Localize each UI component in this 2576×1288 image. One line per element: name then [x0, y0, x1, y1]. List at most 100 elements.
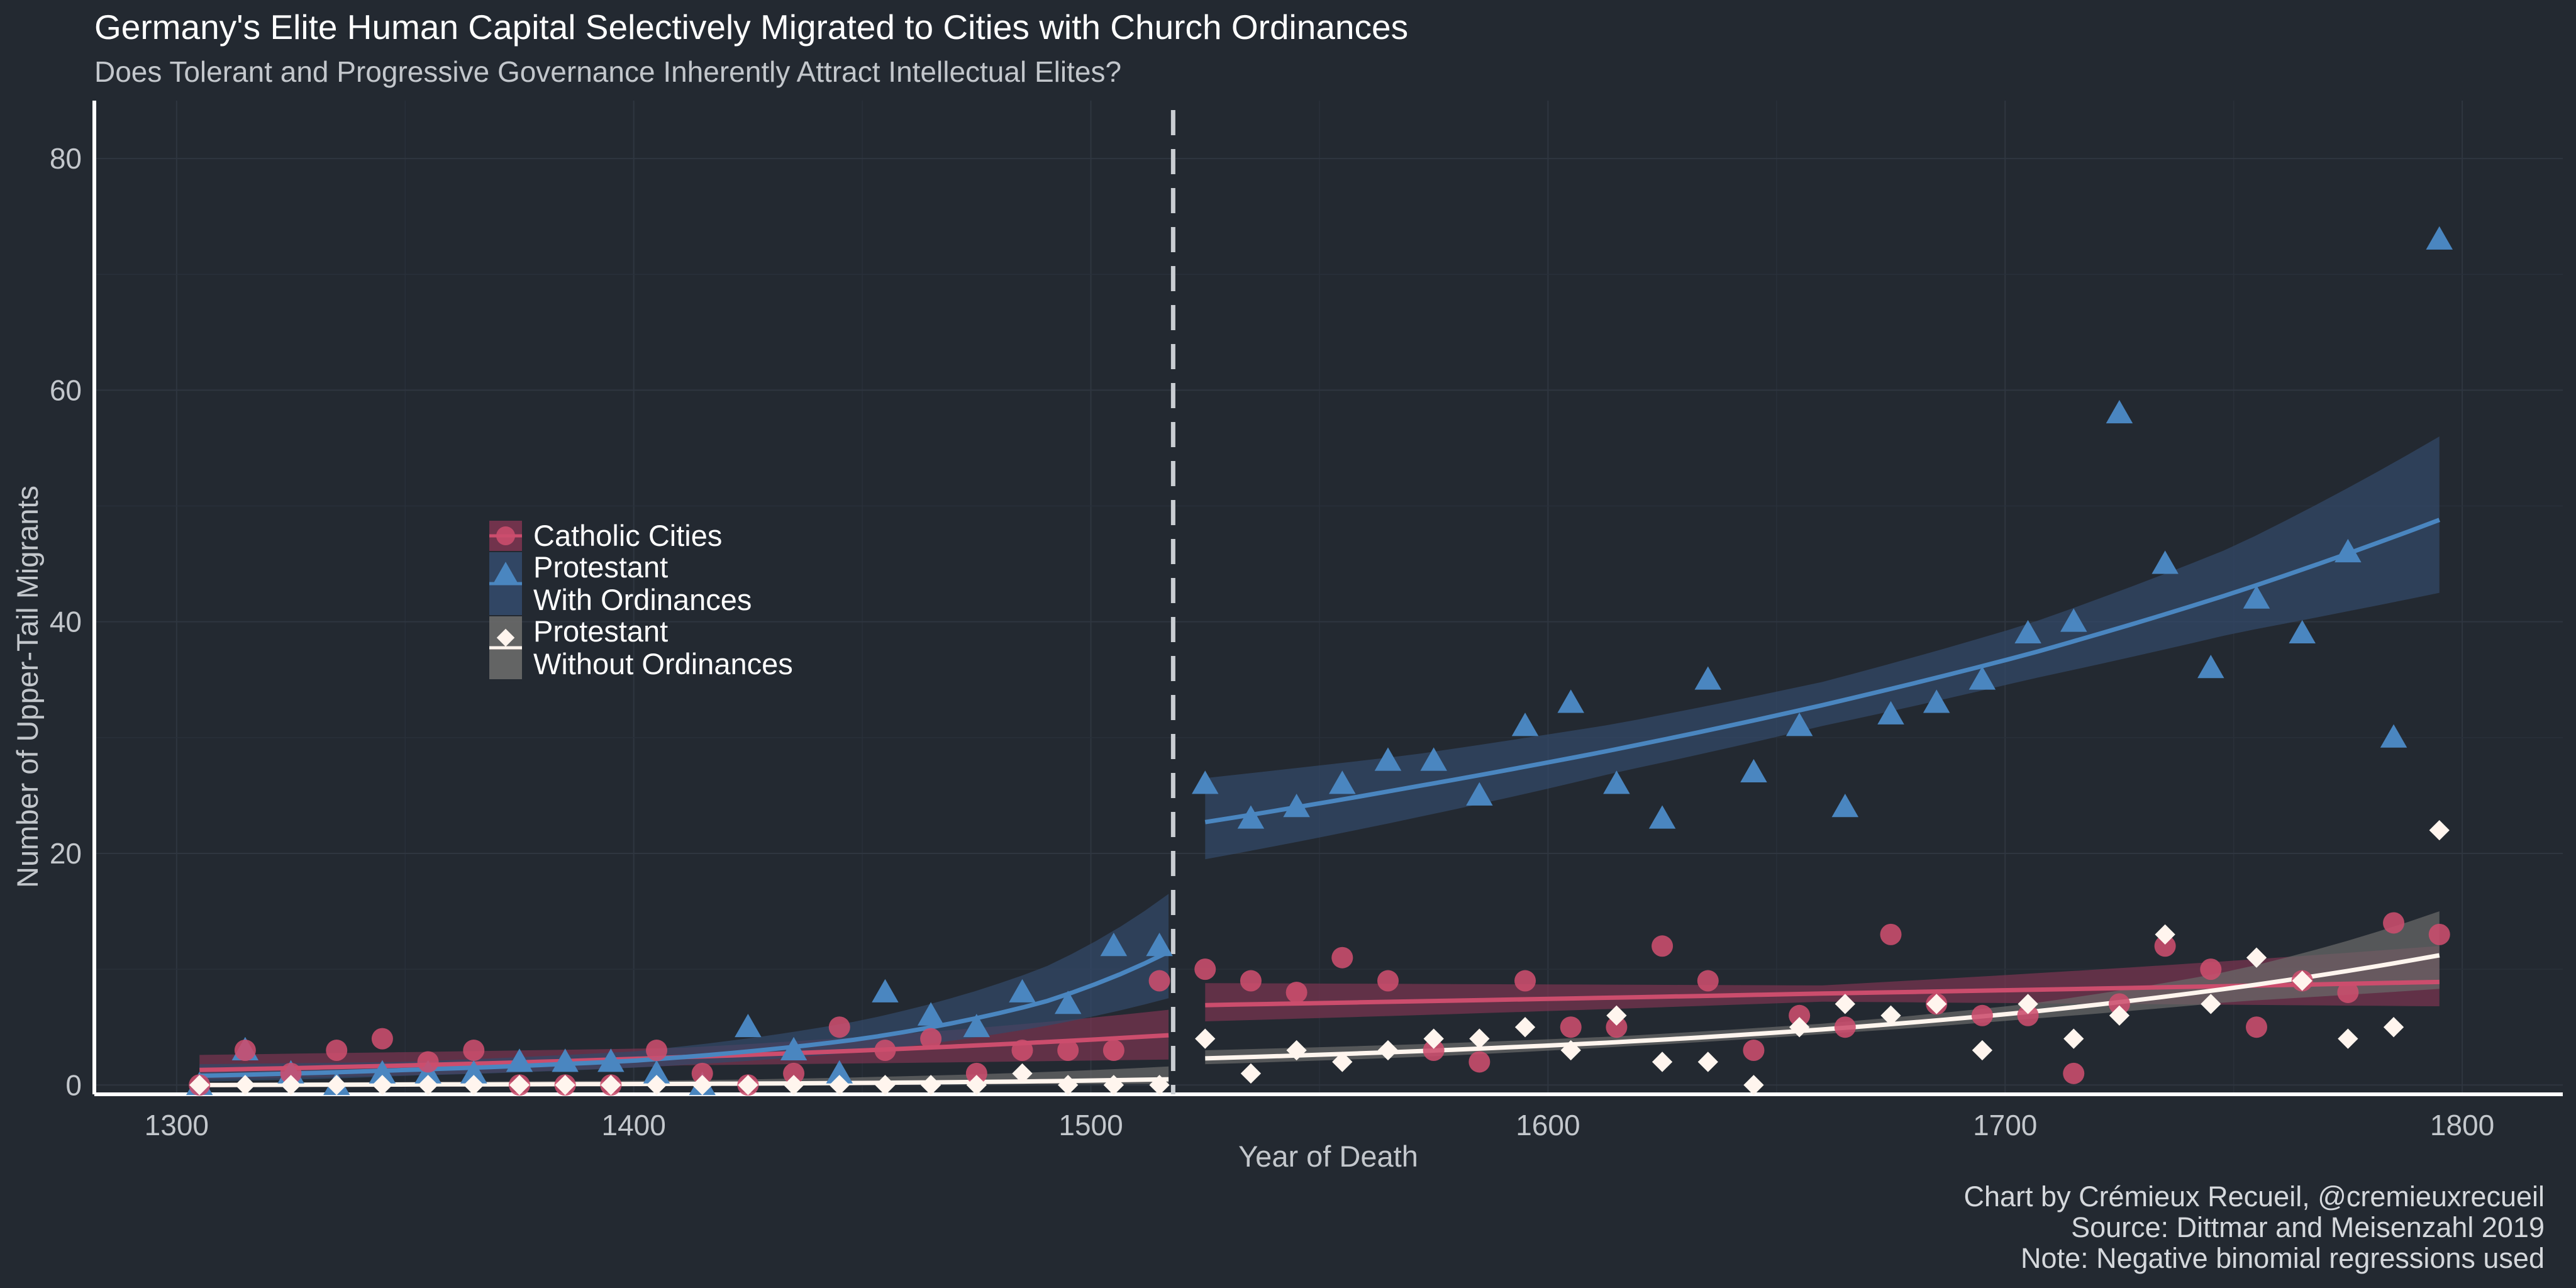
series-2-point-diamond	[2063, 1028, 2084, 1049]
series-0-point-circle	[2200, 958, 2222, 980]
series-0-point-circle	[2017, 1004, 2039, 1026]
series-0-point-circle	[1789, 1004, 1811, 1026]
series-0-point-circle	[2246, 1016, 2268, 1038]
series-2-point-diamond	[555, 1075, 575, 1096]
y-tick-label: 40	[50, 606, 82, 638]
series-2-point-diamond	[2246, 947, 2267, 968]
y-tick-label: 20	[50, 837, 82, 870]
series-0-point-circle	[646, 1040, 668, 1062]
series-2-point-diamond	[509, 1075, 530, 1096]
series-1-point-triangle	[1557, 689, 1584, 713]
series-0-point-circle	[234, 1040, 256, 1062]
series-1-point-triangle	[1009, 979, 1036, 1002]
series-1-point-triangle	[780, 1036, 808, 1060]
series-0-point-circle	[280, 1062, 302, 1084]
series-2-point-diamond	[601, 1075, 621, 1096]
x-tick-label: 1700	[1973, 1109, 2037, 1141]
series-2-point-diamond	[1972, 1040, 1993, 1061]
series-1-point-triangle	[826, 1060, 853, 1084]
series-2-point-diamond	[783, 1075, 804, 1096]
series-0-point-circle	[1240, 970, 1262, 992]
series-2-point-diamond	[2292, 970, 2312, 991]
legend-label: Protestant	[533, 550, 668, 584]
series-2-point-diamond	[2338, 1028, 2358, 1049]
series-1-point-triangle	[643, 1060, 670, 1084]
series-1-point-triangle	[2426, 226, 2453, 250]
series-0-point-circle	[783, 1062, 805, 1084]
legend-key-marker	[496, 628, 515, 647]
series-2-point-diamond	[326, 1075, 347, 1096]
series-0-point-circle	[828, 1016, 850, 1038]
series-0-point-circle	[1011, 1040, 1033, 1062]
series-2-post-fit-line	[1205, 953, 2440, 1061]
series-2-point-diamond	[189, 1075, 210, 1096]
caption-source: Source: Dittmar and Meisenzahl 2019	[2071, 1211, 2545, 1243]
series-1-point-triangle	[2334, 538, 2362, 563]
series-0-point-circle	[1606, 1016, 1628, 1038]
legend-key-marker	[494, 562, 518, 583]
series-2-point-diamond	[280, 1075, 301, 1096]
series-1-point-triangle	[369, 1060, 396, 1084]
series-1-point-triangle	[1466, 782, 1493, 806]
series-2-point-diamond	[1377, 1040, 1399, 1061]
series-0-point-circle	[1423, 1040, 1445, 1062]
series-2-point-diamond	[738, 1075, 758, 1096]
series-0-point-circle	[1331, 947, 1353, 969]
series-1-point-triangle	[963, 1013, 991, 1038]
x-axis-title: Year of Death	[1238, 1140, 1418, 1173]
x-tick-label: 1400	[602, 1109, 666, 1141]
series-1-point-triangle	[2380, 724, 2407, 748]
y-axis-title: Number of Upper-Tail Migrants	[11, 486, 44, 888]
series-0-point-circle	[2337, 981, 2359, 1003]
caption-note: Note: Negative binomial regressions used	[2021, 1242, 2545, 1274]
series-2-point-diamond	[692, 1075, 713, 1096]
series-2-point-diamond	[1240, 1063, 1262, 1084]
legend-label: With Ordinances	[533, 583, 752, 616]
series-0-point-circle	[874, 1040, 896, 1062]
series-2-point-diamond	[966, 1075, 987, 1096]
series-2-point-diamond	[464, 1075, 484, 1096]
tick-labels: 1300 1400 1500 1600 1700 1800 0 20 40 60 80	[50, 142, 2494, 1141]
series-2-point-diamond	[372, 1075, 393, 1096]
series-2-point-diamond	[1423, 1028, 1444, 1049]
series-2-point-diamond	[1286, 1040, 1307, 1061]
chart-title: Germany's Elite Human Capital Selectivel…	[94, 8, 1408, 47]
legend-label: Catholic Cities	[533, 519, 722, 552]
series-2-point-diamond	[2155, 924, 2175, 945]
series-1-point-triangle	[597, 1048, 625, 1072]
series-0-point-circle	[1285, 981, 1307, 1003]
series-2-point-diamond	[1606, 1005, 1627, 1026]
series-0-point-circle	[463, 1040, 485, 1062]
series-2-point-diamond	[1652, 1052, 1673, 1072]
series-2-point-diamond	[1012, 1063, 1033, 1084]
x-tick-label: 1800	[2430, 1109, 2494, 1141]
series-0-point-circle	[2108, 993, 2130, 1015]
series-1-point-triangle	[1237, 805, 1265, 829]
series-1-point-triangle	[2151, 550, 2179, 574]
series-2-point-diamond	[2018, 994, 2038, 1014]
series-2-point-diamond	[1835, 994, 1855, 1014]
series-2-point-diamond	[418, 1075, 438, 1096]
series-0-point-circle	[1057, 1040, 1079, 1062]
legend-label: Protestant	[533, 614, 668, 648]
data-points	[186, 226, 2453, 1096]
series-1-point-triangle	[2014, 619, 2041, 644]
series-0-point-circle	[1697, 970, 1719, 992]
series-2-pre-fit-line	[199, 1077, 1169, 1087]
x-tick-label: 1600	[1516, 1109, 1580, 1141]
series-0-point-circle	[1880, 923, 1902, 945]
x-tick-label: 1300	[145, 1109, 209, 1141]
series-2-point-diamond	[2201, 994, 2221, 1014]
series-1-point-triangle	[460, 1060, 487, 1084]
series-1-point-triangle	[506, 1048, 533, 1072]
series-2-point-diamond	[1880, 1005, 1901, 1026]
fit-lines	[199, 518, 2441, 1087]
series-0-point-circle	[1194, 958, 1216, 980]
series-1-point-triangle	[872, 979, 899, 1002]
series-0-point-circle	[1148, 970, 1170, 992]
y-tick-label: 60	[50, 374, 82, 406]
series-1-point-triangle	[552, 1048, 579, 1072]
series-0-point-circle	[326, 1040, 348, 1062]
